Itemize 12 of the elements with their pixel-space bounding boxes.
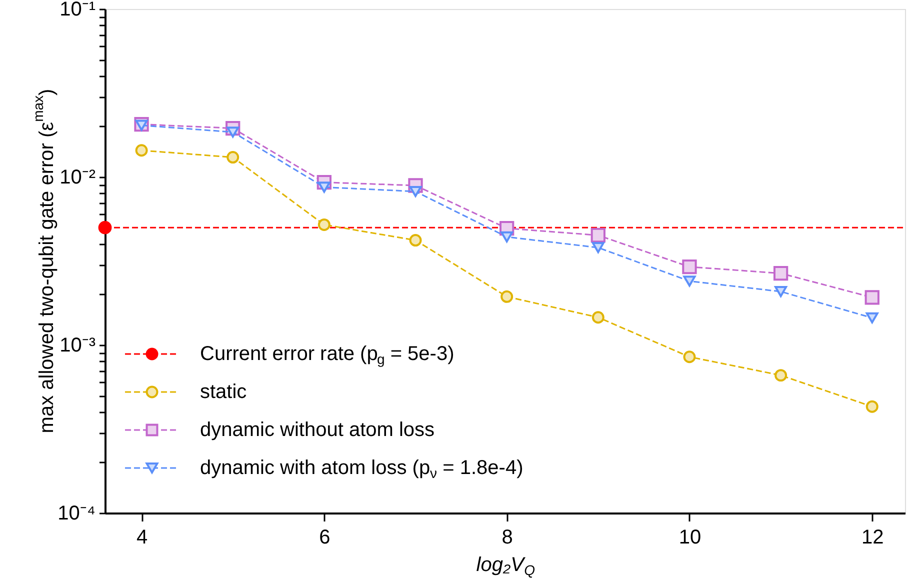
x-tick-label: 12 — [862, 526, 884, 548]
x-tick-label: 10 — [678, 526, 702, 548]
y-axis-title: max allowed two-qubit gate error (εmax) — [30, 88, 58, 434]
y-tick-label: 10⁻³ — [60, 334, 96, 356]
x-tick-label: 4 — [136, 526, 148, 548]
x-tick-label: 8 — [502, 526, 513, 548]
legend-label: dynamic without atom loss — [200, 419, 435, 441]
y-tick-label: 10⁻¹ — [60, 0, 96, 20]
x-tick-label: 6 — [319, 526, 330, 548]
legend-label: static — [200, 381, 247, 403]
y-tick-label: 10⁻² — [60, 166, 96, 188]
y-tick-label: 10⁻⁴ — [58, 502, 96, 524]
